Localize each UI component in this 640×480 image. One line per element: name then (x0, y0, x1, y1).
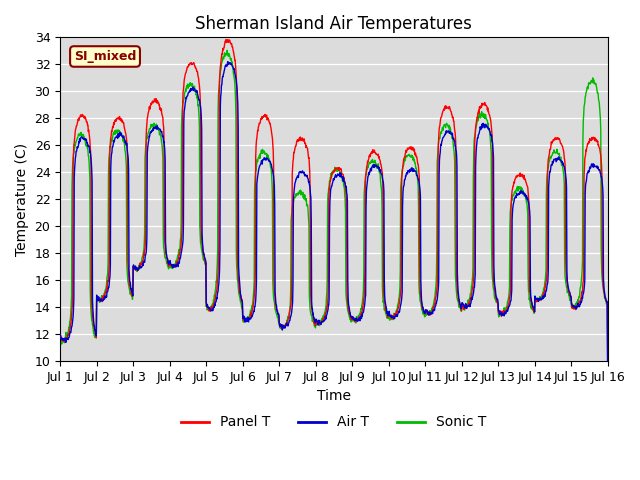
X-axis label: Time: Time (317, 389, 351, 403)
Text: SI_mixed: SI_mixed (74, 50, 136, 63)
Legend: Panel T, Air T, Sonic T: Panel T, Air T, Sonic T (176, 410, 492, 435)
Title: Sherman Island Air Temperatures: Sherman Island Air Temperatures (195, 15, 472, 33)
Y-axis label: Temperature (C): Temperature (C) (15, 143, 29, 256)
